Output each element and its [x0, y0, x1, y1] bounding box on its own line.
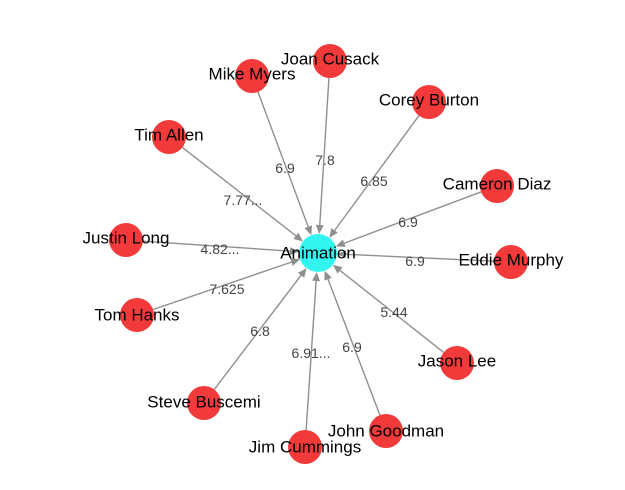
arrowhead-steve-buscemi [297, 268, 307, 278]
node-steve-buscemi [187, 386, 221, 420]
edge-label-john-goodman: 6.9 [342, 339, 362, 355]
node-jim-cummings [288, 430, 322, 464]
node-label-cameron-diaz: Cameron Diaz [443, 175, 552, 194]
node-label-tim-allen: Tim Allen [134, 126, 203, 145]
node-john-goodman [369, 414, 403, 448]
arrowhead-joan-cusack [315, 224, 324, 235]
edge-label-mike-myers: 6.9 [275, 160, 295, 176]
arrowhead-mike-myers [304, 225, 312, 236]
edge-label-layer: 7.8 6.9 6.85 7.77... 6.9 4.82... 6.9 7.625 5.44 6… [201, 152, 425, 361]
node-jason-lee [440, 346, 474, 380]
edge-label-cameron-diaz: 6.9 [398, 214, 418, 230]
edge-jason-lee [337, 267, 445, 353]
edge-cameron-diaz [341, 191, 482, 245]
arrowhead-corey-burton [329, 228, 338, 238]
arrowhead-jason-lee [332, 264, 343, 274]
arrowhead-tim-allen [293, 232, 304, 242]
edge-label-joan-cusack: 7.8 [315, 152, 335, 168]
node-label-steve-buscemi: Steve Buscemi [147, 393, 260, 412]
arrowhead-jim-cummings [312, 271, 321, 282]
node-tim-allen [152, 120, 186, 154]
node-label-jim-cummings: Jim Cummings [249, 438, 361, 457]
node-label-john-goodman: John Goodman [328, 422, 444, 441]
edge-label-jason-lee: 5.44 [380, 304, 407, 320]
node-label-eddie-murphy: Eddie Murphy [459, 251, 564, 270]
node-cameron-diaz [480, 169, 514, 203]
node-tom-hanks [120, 298, 154, 332]
node-label-joan-cusack: Joan Cusack [281, 50, 380, 69]
edge-label-steve-buscemi: 6.8 [250, 323, 270, 339]
node-eddie-murphy [494, 245, 528, 279]
node-corey-burton [412, 85, 446, 119]
node-label-jason-lee: Jason Lee [418, 352, 496, 371]
edge-tom-hanks [152, 260, 295, 311]
edge-label-corey-burton: 6.85 [360, 173, 387, 189]
arrowhead-john-goodman [324, 270, 332, 281]
edge-corey-burton [332, 115, 420, 234]
edge-label-tim-allen: 7.77... [224, 192, 263, 208]
node-layer [109, 44, 528, 464]
edge-label-tom-hanks: 7.625 [209, 281, 244, 297]
edge-jim-cummings [305, 277, 318, 431]
edge-label-eddie-murphy: 6.9 [405, 253, 425, 269]
edge-mike-myers [257, 91, 310, 230]
node-label-corey-burton: Corey Burton [379, 91, 479, 110]
node-mike-myers [235, 59, 269, 93]
edge-joan-cusack [318, 77, 330, 229]
edge-justin-long [142, 240, 294, 253]
edge-label-justin-long: 4.82... [201, 241, 240, 257]
arrowhead-tom-hanks [290, 258, 301, 266]
node-justin-long [109, 223, 143, 257]
edge-tim-allen [181, 146, 299, 239]
node-joan-cusack [313, 44, 347, 78]
edge-label-jim-cummings: 6.91... [292, 345, 331, 361]
node-hub-animation [299, 234, 337, 272]
edge-steve-buscemi [213, 272, 304, 390]
arrowhead-cameron-diaz [335, 239, 346, 247]
edge-john-goodman [326, 276, 381, 416]
hub-label: Animation [280, 244, 356, 263]
edge-layer [142, 77, 495, 431]
edge-eddie-murphy [342, 253, 495, 262]
node-label-mike-myers: Mike Myers [209, 65, 296, 84]
arrowhead-eddie-murphy [336, 250, 347, 259]
node-label-tom-hanks: Tom Hanks [94, 306, 179, 325]
arrowhead-justin-long [289, 247, 300, 256]
node-label-justin-long: Justin Long [83, 229, 170, 248]
